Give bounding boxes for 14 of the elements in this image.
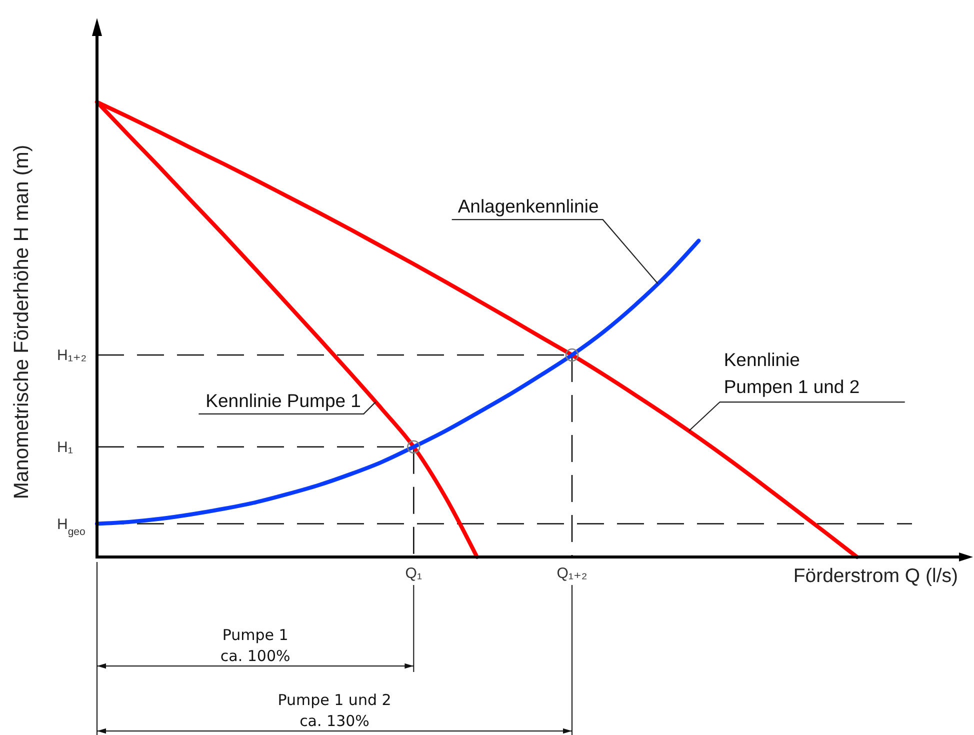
text: Pumpe 1 [222,626,288,644]
ref-line-label: H$_{geo}$ [57,516,86,538]
x-axis-title: Förderstrom Q (l/s) [793,565,958,587]
series-label: Kennlinie Pumpe 1 [206,390,361,411]
text: ca. 100% [220,647,290,665]
ref-line-label: H₁ [57,438,73,456]
text: Anlagenkennlinie [458,196,599,217]
text: Kennlinie Pumpen 1 und 2 [724,349,860,398]
x-tick-label: Q₁₊₂ [556,565,588,582]
ref-line-label: H₁₊₂ [57,346,87,364]
text: Pumpe 1 und 2 [278,691,392,709]
x-tick-label: Q₁ [405,565,422,582]
text: ca. 130% [300,712,370,730]
y-axis-title: Manometrische Förderhöhe H man (m) [10,144,33,500]
